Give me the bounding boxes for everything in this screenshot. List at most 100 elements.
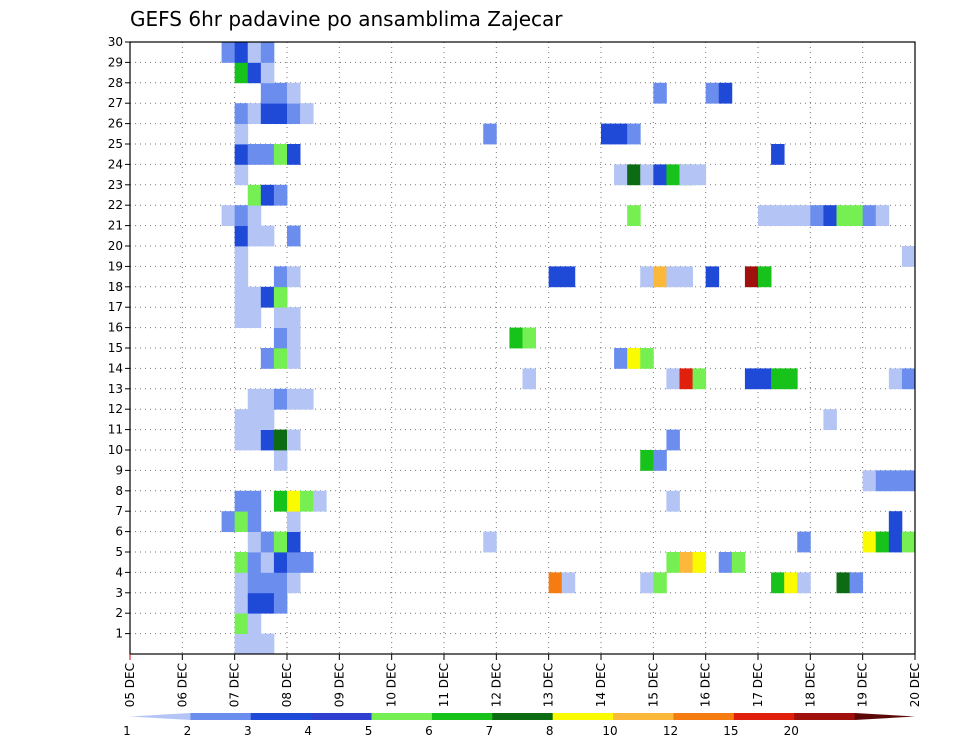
colorbar-label: 7: [485, 724, 493, 738]
heatmap-cell: [247, 572, 262, 594]
heatmap-cell: [300, 490, 314, 512]
heatmap-cell: [287, 490, 301, 512]
colorbar-segment: [371, 713, 433, 720]
heatmap-cell: [771, 205, 785, 226]
heatmap-cell: [273, 388, 288, 410]
heatmap-cell: [273, 531, 288, 553]
heatmap-cell: [260, 592, 275, 614]
x-tick-label: 14 DEC: [594, 663, 608, 707]
heatmap-cell: [247, 307, 262, 328]
heatmap-cell: [901, 246, 916, 267]
y-tick-label: 10: [108, 443, 123, 457]
heatmap-cell: [247, 205, 262, 226]
heatmap-cell: [247, 633, 262, 655]
heatmap-cell: [627, 348, 641, 369]
heatmap-cell: [247, 592, 262, 614]
heatmap-cell: [901, 470, 916, 492]
heatmap-cell: [287, 225, 301, 247]
y-tick-label: 26: [108, 117, 123, 131]
heatmap-cell: [522, 327, 536, 349]
y-tick-label: 5: [115, 545, 123, 559]
heatmap-cell: [784, 368, 798, 390]
heatmap-cell: [784, 205, 798, 226]
colorbar-segment: [673, 713, 735, 720]
heatmap-cell: [234, 144, 249, 165]
heatmap-cell: [247, 144, 262, 165]
heatmap-cell: [666, 368, 680, 390]
heatmap-cell: [548, 266, 563, 288]
heatmap-cell: [273, 103, 288, 124]
y-tick-label: 3: [115, 586, 123, 600]
heatmap-cell: [614, 164, 628, 186]
heatmap-cell: [810, 205, 824, 226]
y-tick-label: 11: [108, 423, 123, 437]
heatmap-cell: [862, 205, 877, 226]
heatmap-cell: [653, 82, 667, 104]
heatmap-cell: [614, 123, 628, 145]
heatmap-cell: [234, 42, 249, 63]
heatmap-cell: [627, 205, 641, 226]
x-tick-label: 18 DEC: [803, 663, 817, 707]
x-tick-label: 08 DEC: [280, 663, 294, 707]
y-tick-label: 13: [108, 382, 123, 396]
heatmap-cell: [679, 266, 693, 288]
colorbar-segment: [311, 713, 372, 720]
heatmap-cell: [640, 450, 654, 471]
heatmap-cell: [234, 205, 249, 226]
heatmap-cell: [260, 82, 275, 104]
heatmap-cell: [849, 205, 864, 226]
heatmap-cell: [247, 429, 262, 451]
heatmap-cell: [260, 103, 275, 124]
y-tick-label: 21: [108, 219, 123, 233]
x-tick-label: 05 DEC: [123, 663, 137, 707]
y-tick-label: 30: [108, 35, 123, 49]
heatmap-cell: [273, 572, 288, 594]
heatmap-cell: [836, 572, 850, 594]
y-tick-label: 25: [108, 137, 123, 151]
heatmap-cell: [313, 490, 327, 512]
y-tick-label: 18: [108, 280, 123, 294]
heatmap-cell: [522, 368, 536, 390]
x-tick-label: 07 DEC: [228, 663, 242, 707]
heatmap-cell: [666, 490, 680, 512]
heatmap-cell: [692, 164, 707, 186]
chart-title: GEFS 6hr padavine po ansamblima Zajecar: [130, 7, 563, 31]
heatmap-cell: [247, 42, 262, 63]
heatmap-cell: [234, 246, 249, 267]
heatmap-cell: [287, 103, 301, 124]
heatmap-cell: [640, 266, 654, 288]
heatmap-cell: [273, 327, 288, 349]
heatmap-cell: [260, 42, 275, 63]
y-tick-label: 27: [108, 96, 123, 110]
y-tick-label: 9: [115, 463, 123, 477]
heatmap-cell: [300, 552, 314, 573]
heatmap-cell: [614, 348, 628, 369]
y-tick-label: 19: [108, 259, 123, 273]
x-axis-ticks: 05 DEC 06 DEC 07 DEC 08 DEC 09 DEC 10 DEC 11 D…: [123, 654, 922, 707]
heatmap-cell: [260, 409, 275, 430]
heatmap-cell: [653, 450, 667, 471]
heatmap-cell: [234, 123, 249, 145]
colorbar-segment: [733, 713, 795, 720]
heatmap-cell: [548, 572, 563, 594]
heatmap-cell: [234, 225, 249, 247]
heatmap-cell: [234, 552, 249, 573]
heatmap-cell: [273, 286, 288, 308]
heatmap-cell: [247, 286, 262, 308]
heatmap-cell: [260, 348, 275, 369]
colorbar-segment: [130, 713, 191, 720]
heatmap-cell: [247, 531, 262, 553]
heatmap-cell: [627, 164, 641, 186]
heatmap-cell: [247, 103, 262, 124]
heatmap-cell: [260, 633, 275, 655]
heatmap-cell: [875, 531, 890, 553]
heatmap-cell: [221, 42, 236, 63]
heatmap-cell: [666, 552, 680, 573]
heatmap-cell: [273, 450, 288, 471]
heatmap-cell: [771, 572, 785, 594]
y-tick-label: 22: [108, 198, 123, 212]
heatmap-cell: [273, 592, 288, 614]
heatmap-cell: [247, 552, 262, 573]
heatmap-cell: [273, 144, 288, 165]
heatmap-cell: [287, 511, 301, 532]
